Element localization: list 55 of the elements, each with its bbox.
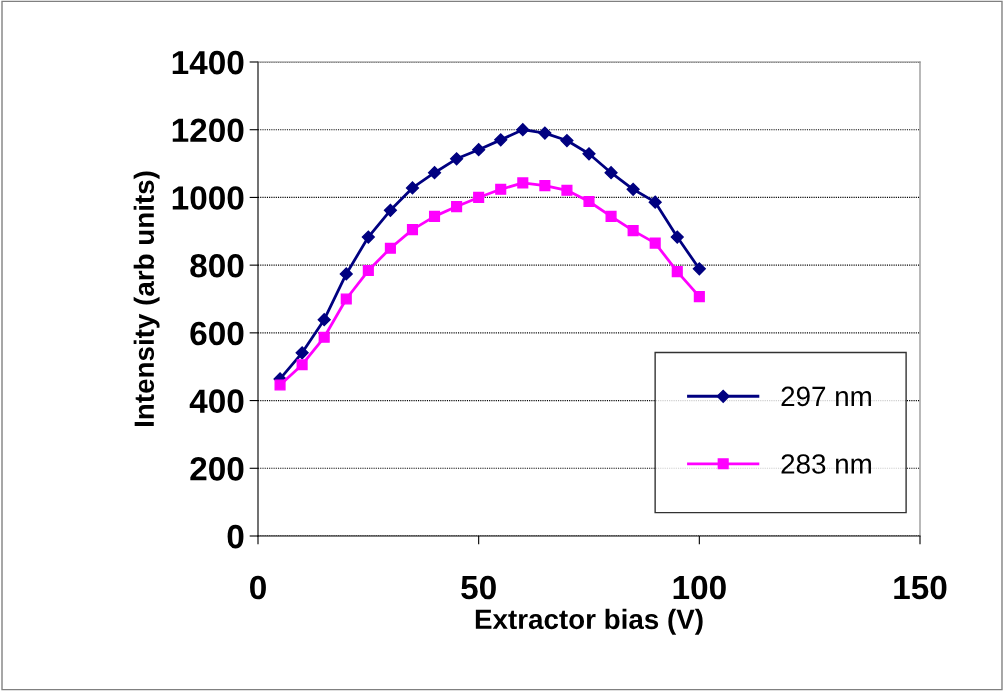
point <box>274 379 286 391</box>
point <box>605 210 617 222</box>
point <box>538 126 552 140</box>
y-tick-label: 0 <box>227 524 244 549</box>
point <box>517 177 529 189</box>
point <box>317 313 331 327</box>
x-tick-label: 100 <box>673 575 726 600</box>
point <box>648 195 662 209</box>
point <box>318 331 330 343</box>
legend-label: 297 nm <box>781 386 871 407</box>
y-tick-label: 1000 <box>172 186 244 210</box>
point <box>560 133 574 148</box>
point <box>427 166 442 180</box>
point <box>450 152 464 166</box>
point <box>627 225 639 237</box>
point <box>495 183 507 195</box>
point <box>649 237 661 249</box>
legend-label: 283 nm <box>781 454 871 474</box>
point <box>670 230 684 244</box>
x-tick-label: 0 <box>250 575 266 600</box>
point <box>296 359 308 371</box>
point <box>671 266 683 278</box>
point <box>361 230 375 244</box>
point <box>472 143 486 157</box>
point <box>473 191 485 203</box>
point <box>539 180 551 192</box>
point <box>604 166 618 180</box>
x-tick-label: 150 <box>894 575 947 600</box>
y-tick-label: 200 <box>190 457 244 481</box>
point <box>340 293 352 305</box>
point <box>693 291 705 303</box>
point <box>405 181 420 195</box>
point <box>451 201 463 213</box>
point <box>406 224 419 236</box>
y-axis-title: Intensity (arb units) <box>133 171 160 426</box>
x-tick-label: 50 <box>461 575 496 600</box>
point <box>583 195 595 208</box>
point <box>692 262 706 276</box>
point <box>362 265 374 277</box>
y-tick-label: 600 <box>190 321 244 346</box>
point <box>582 147 596 161</box>
point <box>295 346 309 360</box>
point <box>384 242 396 254</box>
y-tick-label: 800 <box>190 253 244 278</box>
point <box>561 184 573 196</box>
x-axis-title: Extractor bias (V) <box>475 608 703 635</box>
point <box>626 182 640 196</box>
point <box>494 133 508 147</box>
point <box>339 267 353 281</box>
point <box>516 123 530 137</box>
y-tick-label: 1200 <box>172 118 244 143</box>
y-tick-label: 1400 <box>172 50 244 75</box>
point <box>428 210 441 222</box>
point <box>383 203 397 217</box>
y-tick-label: 400 <box>189 389 244 413</box>
